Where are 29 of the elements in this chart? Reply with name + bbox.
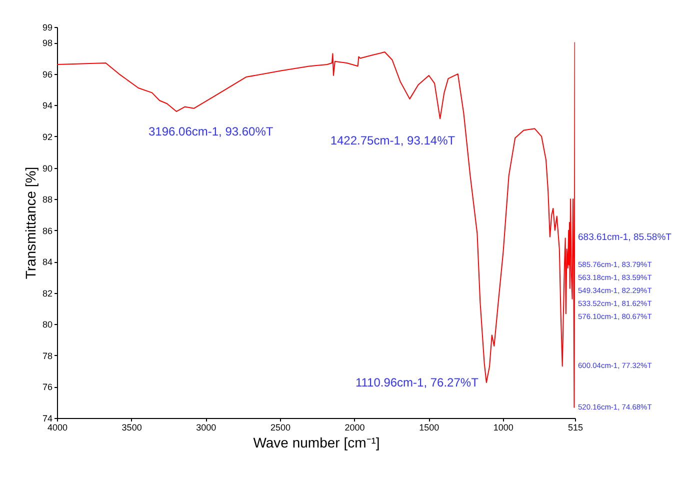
y-tick-label: 96 xyxy=(42,69,52,80)
y-tick-label: 74 xyxy=(42,414,52,424)
x-tick-label: 3500 xyxy=(122,422,142,432)
annotation: 1422.75cm-1, 93.14%T xyxy=(330,134,456,148)
y-tick-label: 99 xyxy=(42,22,52,32)
y-tick-label: 84 xyxy=(42,257,52,268)
annotation: 3196.06cm-1, 93.60%T xyxy=(148,124,274,138)
y-tick-label: 80 xyxy=(42,320,52,330)
x-axis-title: Wave number [cm⁻¹] xyxy=(253,434,380,450)
x-tick-label: 3000 xyxy=(196,422,216,432)
y-tick-label: 82 xyxy=(42,288,52,298)
x-tick-label: 515 xyxy=(568,422,584,432)
y-tick-label: 76 xyxy=(42,382,52,392)
y-tick-label: 92 xyxy=(42,132,52,142)
y-tick-label: 90 xyxy=(42,163,52,174)
x-tick-label: 4000 xyxy=(47,422,68,432)
line-series xyxy=(57,42,575,408)
x-tick-label: 2500 xyxy=(270,422,290,432)
y-axis-title: Transmittance [%] xyxy=(22,166,38,280)
annotation: 1110.96cm-1, 76.27%T xyxy=(355,375,480,390)
y-tick-label: 78 xyxy=(42,350,52,361)
y-tick-label: 94 xyxy=(42,100,52,111)
y-tick-label: 86 xyxy=(42,226,52,236)
x-tick-label: 1000 xyxy=(493,422,514,432)
x-tick-label: 2000 xyxy=(344,422,365,432)
x-tick-label: 1500 xyxy=(419,422,440,432)
y-tick-label: 88 xyxy=(42,194,52,205)
y-tick-label: 98 xyxy=(42,38,52,48)
annotation: 683.61cm-1, 85.58%T xyxy=(578,232,672,243)
